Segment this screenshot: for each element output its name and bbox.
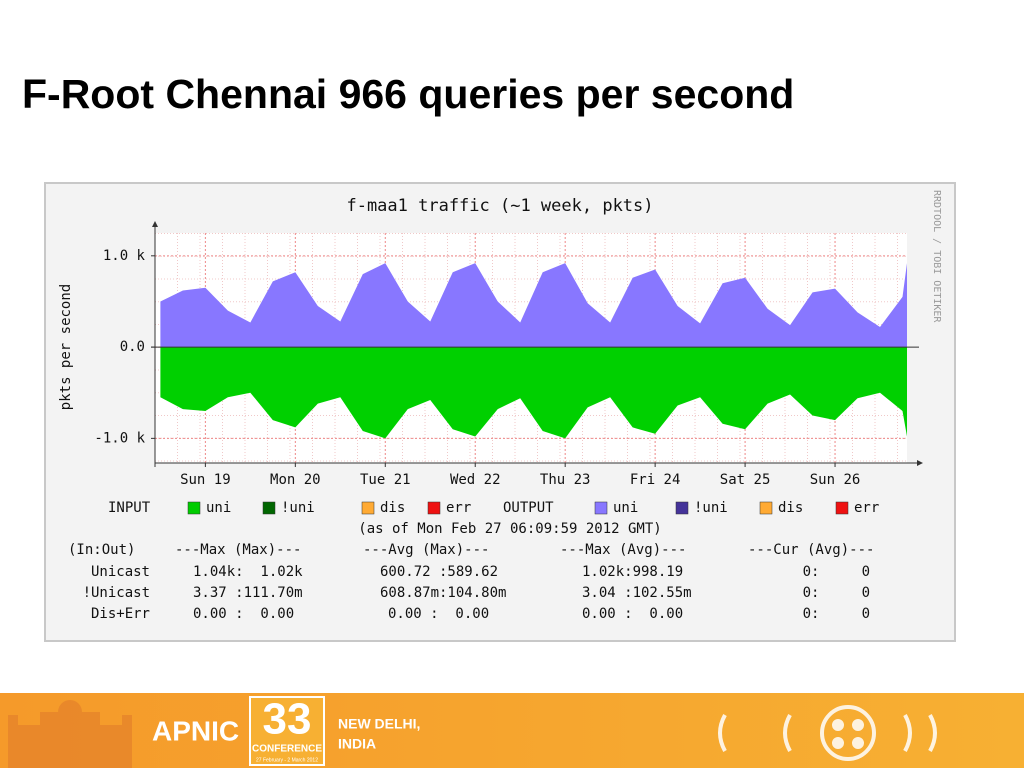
fort-silhouette bbox=[8, 700, 132, 768]
legend-swatch bbox=[187, 501, 201, 515]
x-arrow bbox=[917, 460, 923, 466]
x-tick-label: Thu 23 bbox=[540, 472, 591, 488]
x-tick-label: Wed 22 bbox=[450, 472, 501, 488]
x-tick-label: Sun 26 bbox=[810, 472, 861, 488]
stats-cell: 1.02k:998.19 bbox=[582, 564, 683, 580]
area bbox=[160, 347, 908, 439]
stats-cell: 0.00 : 0.00 bbox=[388, 606, 489, 622]
stats-header: ---Max (Max)--- bbox=[175, 542, 301, 558]
legend-label: dis bbox=[380, 500, 405, 516]
legend-swatch bbox=[361, 501, 375, 515]
legend-label: uni bbox=[613, 500, 638, 516]
stats-header: (In:Out) bbox=[68, 542, 135, 558]
stats-cell: 0.00 : 0.00 bbox=[582, 606, 683, 622]
x-tick-label: Sun 19 bbox=[180, 472, 231, 488]
legend-swatch bbox=[427, 501, 441, 515]
footer-band bbox=[0, 693, 1024, 768]
stats-cell: 3.04 :102.55m bbox=[582, 585, 692, 601]
stats-header: ---Max (Avg)--- bbox=[560, 542, 686, 558]
stats-cell: 0: 0 bbox=[803, 564, 870, 580]
x-tick-label: Mon 20 bbox=[270, 472, 321, 488]
footer-location: NEW DELHI, bbox=[338, 716, 420, 732]
footer-country: INDIA bbox=[338, 736, 376, 752]
y-axis-label: pkts per second bbox=[58, 284, 74, 410]
legend-label: dis bbox=[778, 500, 803, 516]
legend-label: !uni bbox=[281, 500, 315, 516]
stats-cell: 1.04k: 1.02k bbox=[193, 564, 303, 580]
legend-group: OUTPUT bbox=[503, 500, 554, 516]
legend-label: !uni bbox=[694, 500, 728, 516]
legend-label: uni bbox=[206, 500, 231, 516]
y-tick-label: 1.0 k bbox=[103, 248, 146, 264]
legend-swatch bbox=[675, 501, 689, 515]
footer-event: CONFERENCE bbox=[252, 744, 322, 755]
legend-swatch bbox=[262, 501, 276, 515]
legend-swatch bbox=[594, 501, 608, 515]
chart-title: f-maa1 traffic (~1 week, pkts) bbox=[346, 196, 653, 216]
y-arrow bbox=[152, 221, 158, 227]
stats-header: ---Cur (Avg)--- bbox=[748, 542, 874, 558]
footer-logo bbox=[718, 705, 937, 761]
y-tick-label: -1.0 k bbox=[94, 430, 145, 446]
area bbox=[160, 263, 908, 348]
stats-cell: 608.87m:104.80m bbox=[380, 585, 506, 601]
footer-org: APNIC bbox=[152, 715, 239, 746]
x-tick-label: Fri 24 bbox=[630, 472, 681, 488]
stats-cell: 600.72 :589.62 bbox=[380, 564, 498, 580]
legend-label: err bbox=[446, 500, 471, 516]
slide-title: F-Root Chennai 966 queries per second bbox=[22, 71, 794, 117]
footer-number: 33 bbox=[263, 695, 312, 744]
stats-cell: 0: 0 bbox=[803, 585, 870, 601]
stats-cell: !Unicast bbox=[83, 585, 150, 601]
side-credit: RRDTOOL / TOBI OETIKER bbox=[931, 190, 942, 323]
timestamp: (as of Mon Feb 27 06:09:59 2012 GMT) bbox=[358, 521, 661, 537]
x-tick-label: Tue 21 bbox=[360, 472, 411, 488]
stats-cell: 0: 0 bbox=[803, 606, 870, 622]
x-tick-label: Sat 25 bbox=[720, 472, 771, 488]
footer-dates: 27 February - 2 March 2012 bbox=[256, 757, 318, 763]
legend-swatch bbox=[835, 501, 849, 515]
legend-swatch bbox=[759, 501, 773, 515]
stats-cell: 0.00 : 0.00 bbox=[193, 606, 294, 622]
stats-cell: Unicast bbox=[91, 564, 150, 580]
stats-header: ---Avg (Max)--- bbox=[363, 542, 489, 558]
y-tick-label: 0.0 bbox=[120, 339, 145, 355]
legend-label: err bbox=[854, 500, 879, 516]
stats-cell: 3.37 :111.70m bbox=[193, 585, 303, 601]
conference-badge bbox=[249, 696, 325, 766]
legend-group: INPUT bbox=[108, 500, 151, 516]
stats-cell: Dis+Err bbox=[91, 606, 150, 622]
